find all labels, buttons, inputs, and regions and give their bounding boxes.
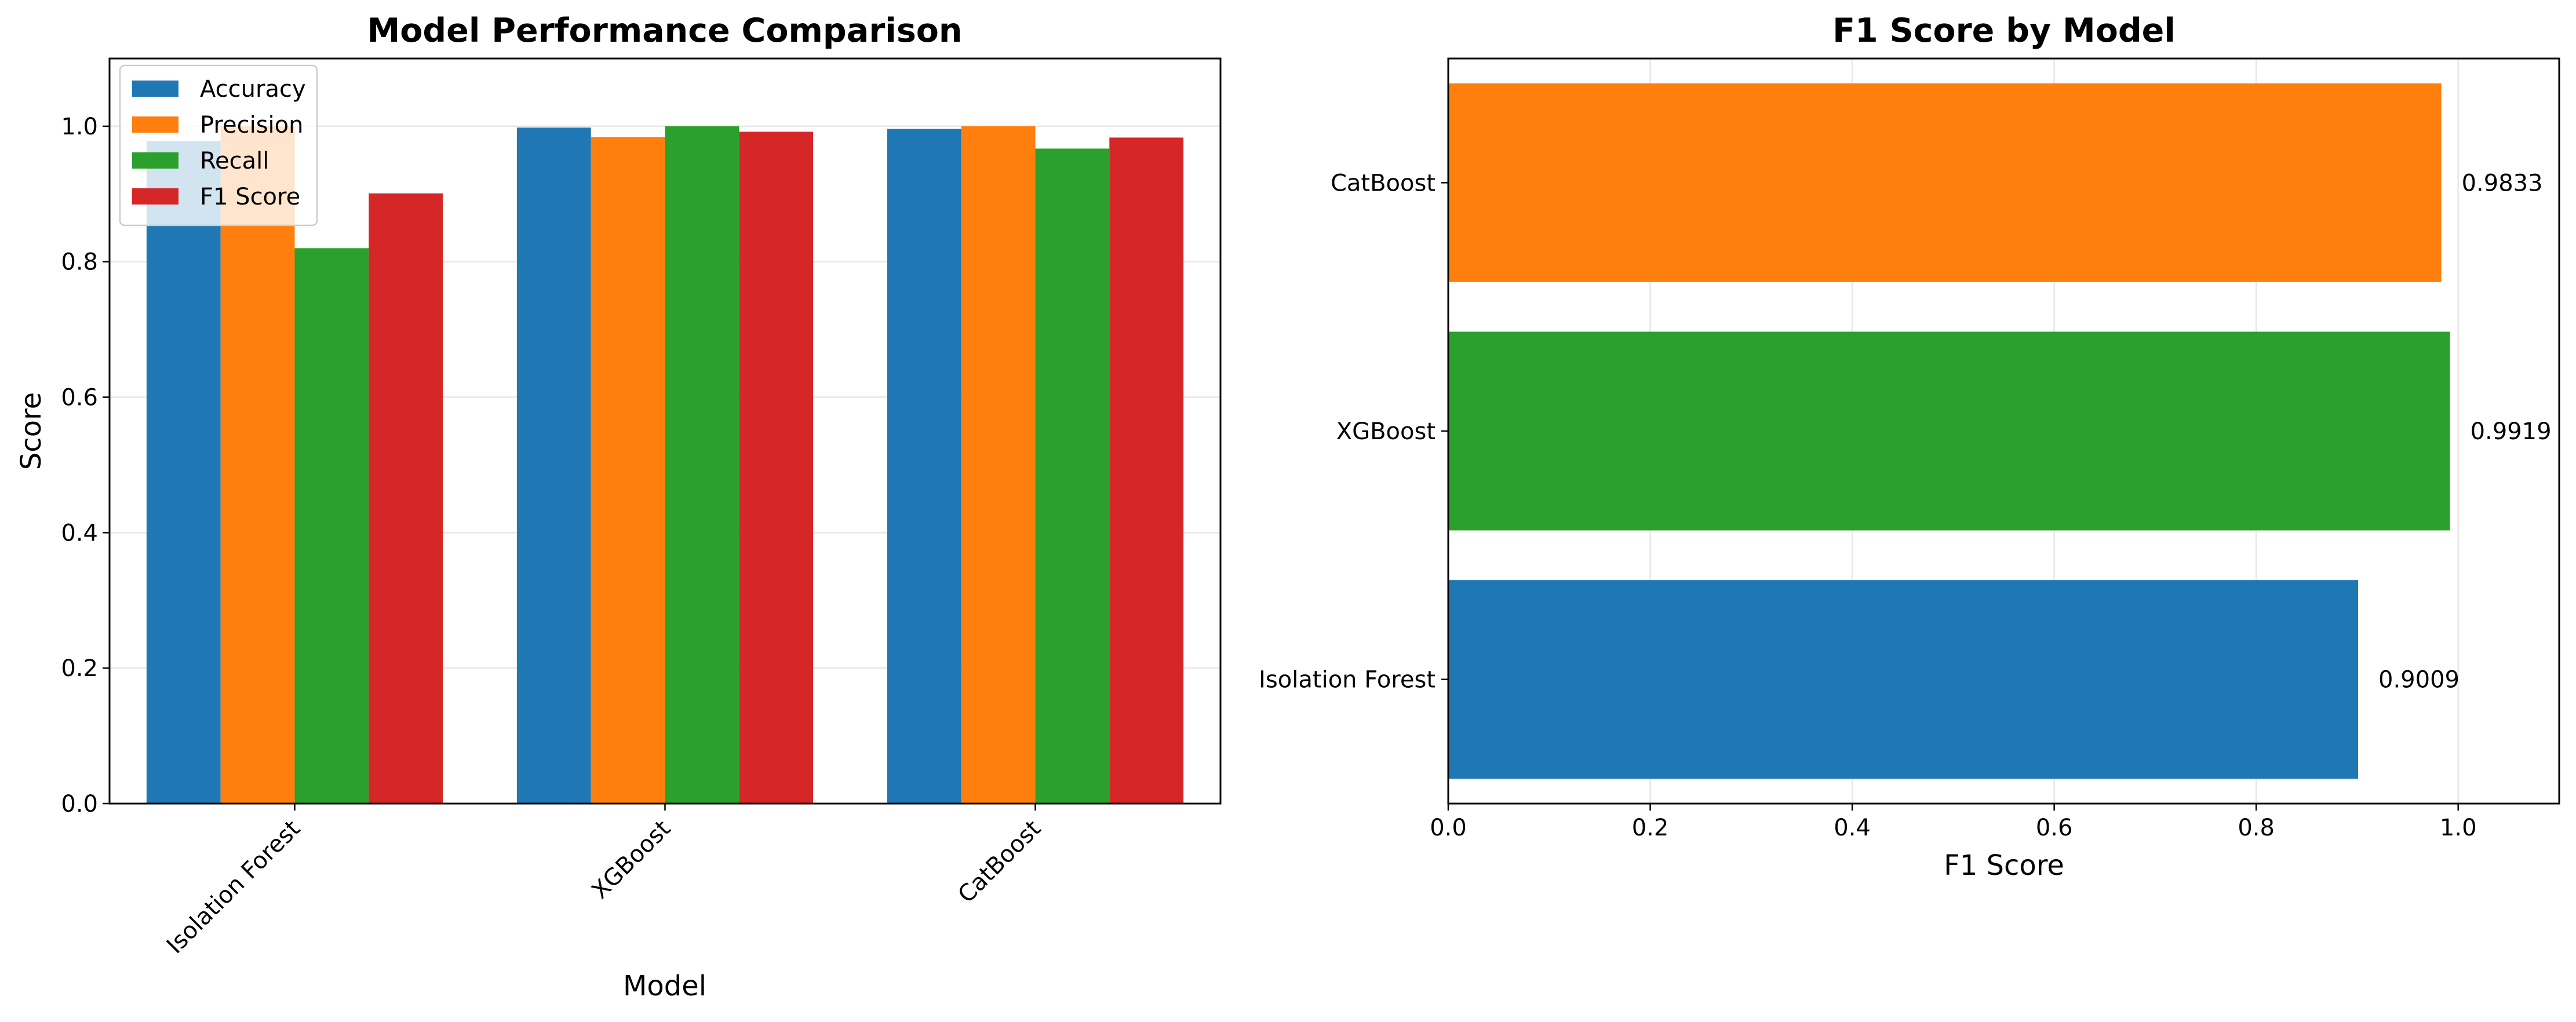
left-x-ticks: Isolation Forest XGBoost CatBoost xyxy=(162,804,1046,959)
left-legend: Accuracy Precision Recall F1 Score xyxy=(119,64,318,227)
y-tick-label: 0.4 xyxy=(61,520,98,546)
y-tick-label: 0.2 xyxy=(61,655,98,682)
legend-label: F1 Score xyxy=(200,184,300,210)
x-tick-label: 0.0 xyxy=(1430,815,1467,841)
left-x-axis-label: Model xyxy=(623,970,706,1002)
value-label: 0.9009 xyxy=(2378,667,2460,694)
x-tick-label: 0.4 xyxy=(1834,815,1871,841)
legend-items: Accuracy Precision Recall F1 Score xyxy=(132,76,306,210)
left-chart-title: Model Performance Comparison xyxy=(367,12,962,50)
left-y-ticks: 0.0 0.2 0.4 0.6 0.8 1.0 xyxy=(61,114,110,817)
y-tick-label: 0.6 xyxy=(61,385,98,411)
x-tick-label: 0.2 xyxy=(1632,815,1669,841)
left-chart: Model Performance Comparison 0.00.20.40.… xyxy=(15,12,1222,1002)
bar-accuracy xyxy=(516,127,591,804)
y-tick-label: XGBoost xyxy=(1336,418,1435,445)
legend-swatch xyxy=(132,81,178,97)
x-tick-label: XGBoost xyxy=(586,815,676,904)
y-tick-label: Isolation Forest xyxy=(1259,667,1435,694)
right-x-axis-label: F1 Score xyxy=(1944,849,2064,882)
right-chart: F1 Score by Model 0.9009 0.9919 0.9833 0.0… xyxy=(1259,12,2560,882)
legend-label: Accuracy xyxy=(200,76,306,103)
y-tick-label: 0.8 xyxy=(61,249,98,276)
y-tick-label: CatBoost xyxy=(1331,170,1435,196)
x-tick-label: Isolation Forest xyxy=(162,815,305,959)
bar-precision xyxy=(961,126,1036,804)
bar-xgboost xyxy=(1448,331,2450,531)
bar-recall xyxy=(1035,148,1110,804)
bar-recall xyxy=(294,248,369,804)
x-tick-label: CatBoost xyxy=(953,815,1046,908)
right-y-ticks: Isolation Forest XGBoost CatBoost xyxy=(1259,170,1448,694)
x-tick-label: 0.8 xyxy=(2238,815,2275,841)
legend-label: Precision xyxy=(200,112,303,138)
x-tick-label: 0.6 xyxy=(2036,815,2073,841)
bar-f1-score xyxy=(1109,137,1184,804)
bar-accuracy xyxy=(146,141,221,804)
bar-catboost xyxy=(1448,83,2442,282)
legend-swatch xyxy=(132,188,178,205)
bar-f1-score xyxy=(739,132,814,804)
right-bars xyxy=(1448,83,2450,779)
bar-accuracy xyxy=(887,129,961,804)
bar-isolation-forest xyxy=(1448,580,2359,779)
left-y-axis-label: Score xyxy=(15,392,48,470)
left-bars xyxy=(146,126,1184,804)
bar-precision xyxy=(591,137,665,804)
right-value-labels: 0.9009 0.9919 0.9833 xyxy=(2378,170,2552,693)
legend-swatch xyxy=(132,152,178,169)
bar-f1-score xyxy=(369,193,443,804)
x-tick-label: 1.0 xyxy=(2440,815,2477,841)
legend-frame xyxy=(119,64,318,227)
legend-swatch xyxy=(132,116,178,133)
value-label: 0.9833 xyxy=(2462,170,2543,196)
right-chart-title: F1 Score by Model xyxy=(1832,12,2176,50)
y-tick-label: 0.0 xyxy=(61,791,98,817)
y-tick-label: 1.0 xyxy=(61,114,98,140)
value-label: 0.9919 xyxy=(2471,418,2552,445)
right-x-ticks: 0.0 0.2 0.4 0.6 0.8 1.0 xyxy=(1430,804,2477,841)
bar-recall xyxy=(665,126,739,804)
bar-precision xyxy=(220,126,295,804)
legend-label: Recall xyxy=(200,148,269,174)
